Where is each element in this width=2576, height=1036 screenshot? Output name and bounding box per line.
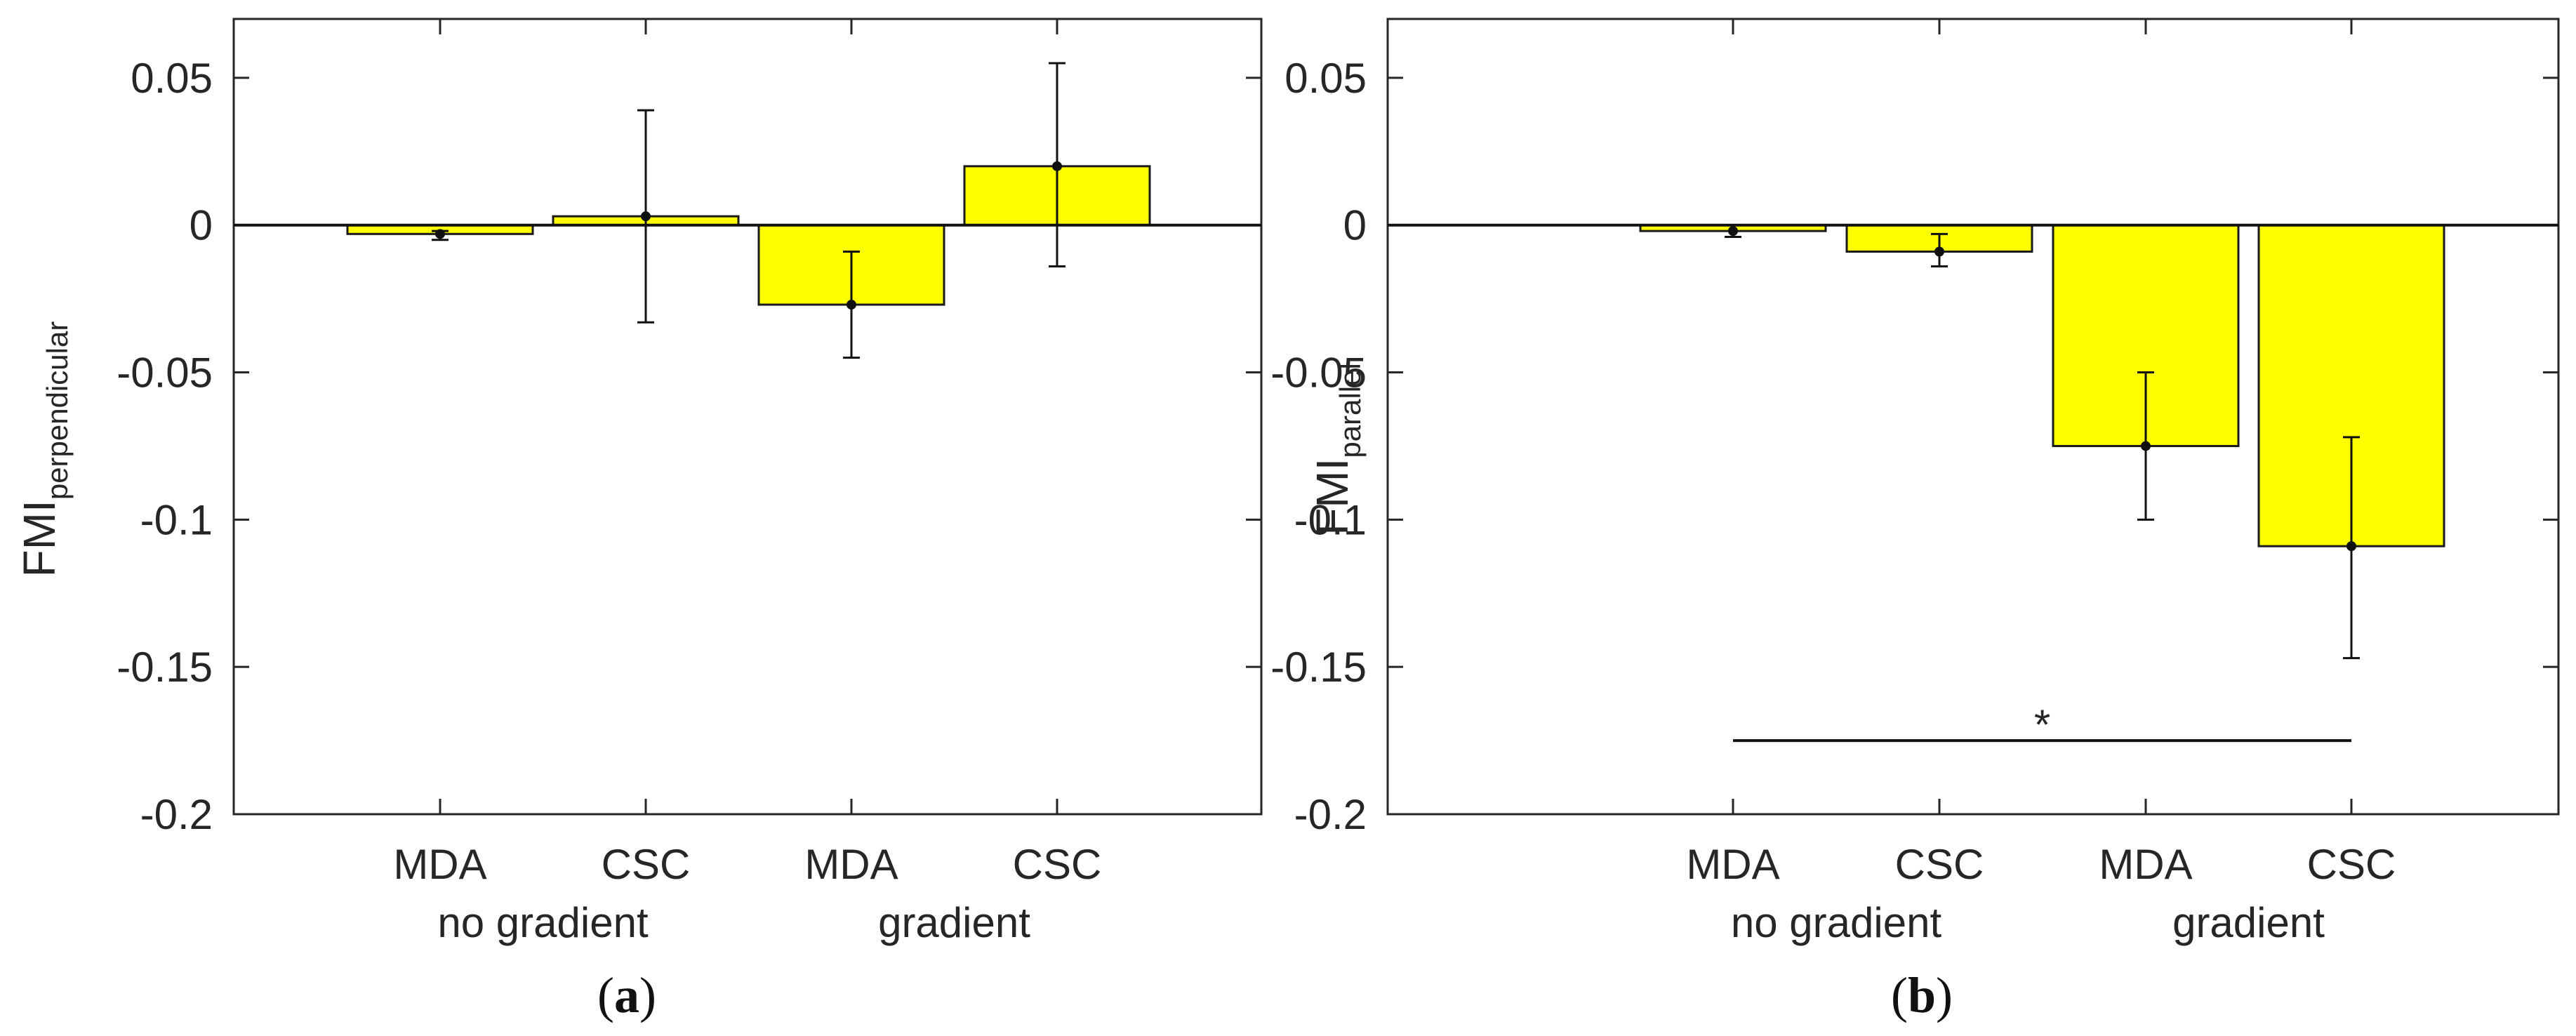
y-tick-label: 0.05: [1284, 55, 1367, 102]
y-tick-label: 0: [190, 202, 213, 249]
mean-point: [641, 211, 651, 222]
y-axis-label-sub: parallel: [1334, 363, 1367, 458]
mean-point: [2141, 441, 2151, 451]
category-label: CSC: [2307, 841, 2396, 888]
group-label: gradient: [2172, 899, 2325, 946]
y-axis-label-main: FMI: [1307, 458, 1357, 536]
group-label: no gradient: [437, 899, 649, 946]
axes-box: [232, 18, 1263, 816]
y-tick-label: -0.05: [117, 350, 213, 397]
y-tick-label: -0.15: [117, 644, 213, 691]
mean-point: [435, 229, 445, 239]
category-label: MDA: [1686, 841, 1779, 888]
y-tick-label: 0.05: [131, 55, 213, 102]
mean-point: [2346, 541, 2356, 552]
y-tick-label: -0.15: [1270, 644, 1367, 691]
y-tick-label: -0.2: [140, 791, 213, 838]
y-tick-label: -0.1: [1294, 496, 1367, 543]
category-label: CSC: [1895, 841, 1984, 888]
mean-point: [1934, 246, 1944, 257]
y-tick-label: -0.1: [140, 496, 213, 543]
y-axis-label-sub: perpendicular: [41, 321, 74, 500]
y-axis-label-a: FMIperpendicular: [14, 321, 74, 578]
category-label: MDA: [804, 841, 898, 888]
panel-letter-a: a: [614, 967, 639, 1023]
y-tick-label: 0: [1343, 202, 1367, 249]
category-label: MDA: [393, 841, 486, 888]
y-axis-label-b: FMIparallel: [1307, 363, 1367, 536]
panel-label-b: (b): [1891, 967, 1953, 1023]
chart-panel-b: FMIparallel (b) 0.05 0 -0.05 -0.1 -0.15 -0.2 M…: [1270, 18, 2560, 1023]
category-label: CSC: [1013, 841, 1102, 888]
axes-box: [1386, 18, 2560, 816]
chart-panel-a: FMIperpendicular (a) 0.05 0 -0.05 -0.1 -0.15…: [14, 18, 1263, 1023]
mean-point: [847, 300, 856, 310]
panel-label-a: (a): [597, 967, 656, 1023]
category-label: MDA: [2099, 841, 2192, 888]
significance-star: *: [2034, 701, 2050, 748]
y-tick-label: -0.05: [1270, 350, 1367, 397]
panel-letter-b: b: [1908, 967, 1936, 1023]
category-label: CSC: [602, 841, 691, 888]
y-tick-label: -0.2: [1294, 791, 1367, 838]
group-label: no gradient: [1731, 899, 1942, 946]
mean-point: [1728, 226, 1738, 237]
y-axis-label-main: FMI: [14, 500, 65, 577]
group-label: gradient: [878, 899, 1030, 946]
mean-point: [1052, 161, 1062, 171]
